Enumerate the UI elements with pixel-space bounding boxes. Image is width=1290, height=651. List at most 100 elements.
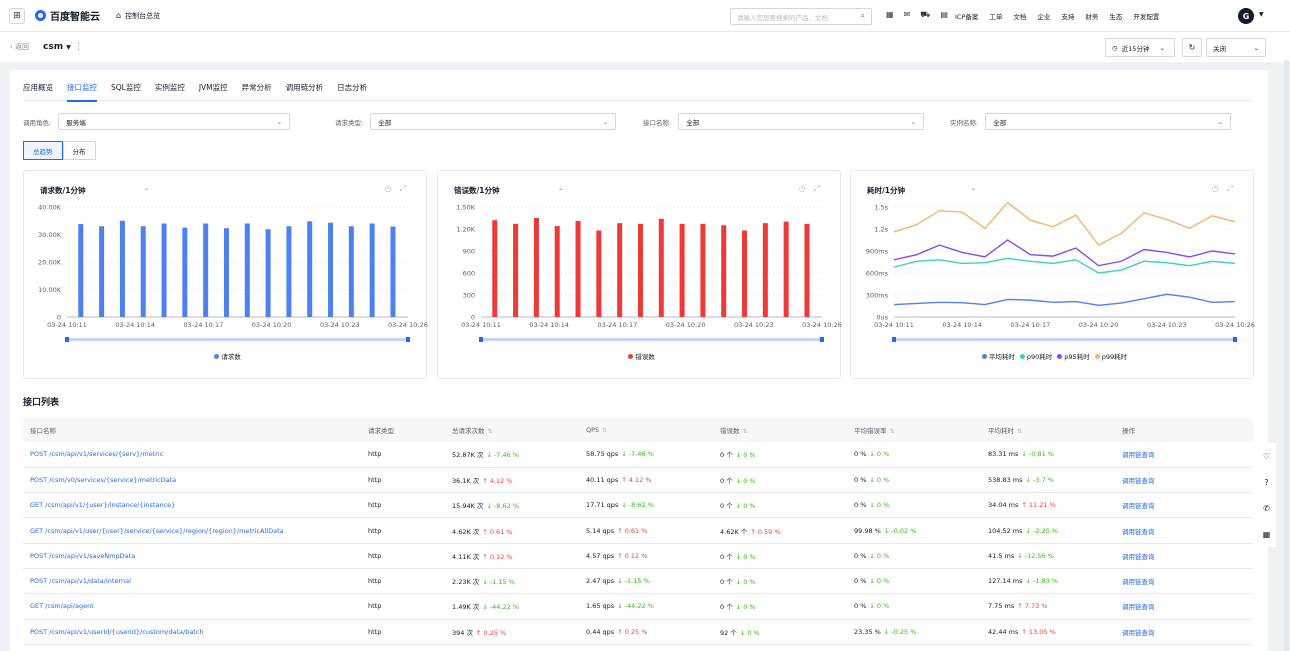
bar[interactable] bbox=[700, 223, 706, 317]
more-icon[interactable]: ⋮ bbox=[74, 42, 84, 52]
chevron-down-icon[interactable]: ⌄ bbox=[971, 185, 977, 192]
help-icon[interactable]: ? bbox=[1264, 477, 1269, 487]
tab-item[interactable]: 实例监控 bbox=[154, 83, 185, 92]
sort-icon[interactable]: ⇅ bbox=[487, 428, 493, 435]
bar[interactable] bbox=[513, 223, 519, 317]
console-home-link[interactable]: ⌂ 控制台总览 bbox=[116, 11, 160, 21]
bar[interactable] bbox=[182, 227, 188, 317]
bar[interactable] bbox=[307, 221, 313, 317]
legend-label[interactable]: p99耗时 bbox=[1101, 353, 1128, 361]
bar[interactable] bbox=[658, 218, 664, 317]
slider-handle[interactable] bbox=[820, 337, 824, 342]
trace-query-link[interactable]: 调用链查询 bbox=[1122, 552, 1155, 561]
brand-logo[interactable]: 百度智能云 bbox=[35, 8, 100, 23]
api-name-link-cell[interactable]: POST /csm/api/v1/services/{serv}/metric bbox=[23, 442, 361, 468]
tab-item[interactable]: 调用链分析 bbox=[285, 83, 324, 92]
tab-item[interactable]: SQL监控 bbox=[111, 83, 141, 92]
avatar[interactable]: G bbox=[1238, 8, 1254, 24]
chevron-down-icon[interactable]: ⌄ bbox=[558, 185, 564, 192]
heart-icon[interactable]: ♡ bbox=[1262, 451, 1271, 461]
bar[interactable] bbox=[119, 220, 125, 317]
phone-icon[interactable]: ✆ bbox=[1263, 503, 1270, 513]
sort-icon[interactable]: ⇅ bbox=[889, 428, 895, 435]
api-name-link[interactable]: POST /csm/api/v1/saveNmpData bbox=[30, 551, 136, 560]
topnav-item[interactable]: 工单 bbox=[989, 13, 1003, 21]
slider-handle[interactable] bbox=[406, 337, 410, 342]
trace-query-link[interactable]: 调用链查询 bbox=[1122, 451, 1155, 460]
toggle-distribution[interactable]: 分布 bbox=[62, 141, 96, 160]
scrollbar[interactable] bbox=[1284, 60, 1289, 651]
app-selector[interactable]: csm ▼ ⋮ bbox=[43, 42, 83, 52]
api-name-link[interactable]: GET /csm/api/v1/{user}/instance/{instanc… bbox=[30, 501, 176, 510]
trace-query-link-cell[interactable]: 调用链查询 bbox=[1115, 467, 1253, 494]
back-link[interactable]: ‹ 返回 bbox=[10, 43, 30, 51]
trace-query-link[interactable]: 调用链查询 bbox=[1122, 578, 1155, 587]
message-icon[interactable]: ✉ bbox=[903, 10, 911, 19]
series-line[interactable] bbox=[893, 293, 1236, 306]
column-header[interactable]: 平均耗时 ⇅ bbox=[981, 418, 1115, 442]
api-name-link[interactable]: GET /csm/api/v1/user/{user}/service/{ser… bbox=[30, 526, 284, 535]
bar[interactable] bbox=[244, 223, 250, 318]
bar[interactable] bbox=[348, 226, 354, 317]
tab-item[interactable]: 异常分析 bbox=[241, 83, 272, 92]
trace-query-link-cell[interactable]: 调用链查询 bbox=[1115, 543, 1253, 569]
api-name-link[interactable]: POST /csm/v0/services/{service}/metricDa… bbox=[30, 475, 177, 484]
column-header[interactable]: 总请求次数 ⇅ bbox=[445, 418, 579, 442]
bar[interactable] bbox=[575, 220, 581, 317]
topnav-item[interactable]: 企业 bbox=[1037, 13, 1051, 21]
series-line[interactable] bbox=[893, 201, 1236, 247]
api-name-link[interactable]: POST /csm/api/v1/userId/{userId}/custom/… bbox=[30, 627, 204, 636]
legend-label[interactable]: 错误数 bbox=[635, 353, 655, 361]
sort-icon[interactable]: ⇅ bbox=[602, 427, 608, 434]
trace-query-link[interactable]: 调用链查询 bbox=[1122, 502, 1155, 511]
bar[interactable] bbox=[762, 223, 768, 317]
slider-handle[interactable] bbox=[479, 337, 483, 342]
bar[interactable] bbox=[804, 223, 810, 317]
trace-query-link-cell[interactable]: 调用链查询 bbox=[1115, 593, 1253, 620]
api-name-link[interactable]: POST /csm/api/v1/data/internal bbox=[30, 577, 131, 586]
api-name-link-cell[interactable]: POST /csm/api/v1/data/internal bbox=[23, 568, 361, 595]
topnav-item[interactable]: 文档 bbox=[1013, 13, 1027, 21]
topnav-item[interactable]: 财务 bbox=[1085, 13, 1099, 21]
bar[interactable] bbox=[554, 226, 560, 317]
topnav-item[interactable]: 支持 bbox=[1061, 13, 1075, 21]
bar[interactable] bbox=[223, 228, 229, 317]
sort-icon[interactable]: ⇅ bbox=[742, 428, 748, 435]
trace-query-link-cell[interactable]: 调用链查询 bbox=[1115, 492, 1253, 519]
topnav-item[interactable]: ICP备案 bbox=[955, 13, 979, 21]
legend-label[interactable]: 请求数 bbox=[221, 353, 241, 361]
bar[interactable] bbox=[742, 230, 748, 317]
trace-query-link-cell[interactable]: 调用链查询 bbox=[1115, 619, 1253, 645]
topnav-item[interactable]: 开发配置 bbox=[1133, 13, 1160, 21]
column-header[interactable]: 平均错误率 ⇅ bbox=[847, 418, 981, 442]
request-type-select[interactable]: 全部 ⌄ bbox=[370, 113, 617, 130]
legend-label[interactable]: p90耗时 bbox=[1026, 353, 1053, 361]
qrcode-icon[interactable]: ▦ bbox=[886, 10, 894, 19]
trace-query-link[interactable]: 调用链查询 bbox=[1122, 527, 1155, 536]
search-input[interactable]: 请输入您想要搜索的产品、文档 ⌕ bbox=[730, 8, 872, 25]
api-name-select[interactable]: 全部 ⌄ bbox=[678, 113, 925, 130]
range-slider[interactable] bbox=[67, 338, 408, 341]
bar[interactable] bbox=[203, 223, 209, 318]
range-slider[interactable] bbox=[894, 338, 1235, 341]
cart-icon[interactable]: ⛟ bbox=[920, 10, 931, 19]
trace-query-link-cell[interactable]: 调用链查询 bbox=[1115, 517, 1253, 544]
apps-grid-icon[interactable]: ⊞ bbox=[9, 7, 25, 24]
legend-label[interactable]: p95耗时 bbox=[1064, 353, 1090, 361]
topnav-item[interactable]: 生态 bbox=[1109, 13, 1123, 21]
bar[interactable] bbox=[161, 223, 167, 318]
slider-handle[interactable] bbox=[892, 337, 896, 342]
trace-query-link[interactable]: 调用链查询 bbox=[1122, 603, 1155, 612]
bar[interactable] bbox=[286, 226, 292, 317]
bar[interactable] bbox=[617, 223, 623, 317]
bar[interactable] bbox=[390, 226, 396, 317]
trace-query-link-cell[interactable]: 调用链查询 bbox=[1115, 568, 1253, 595]
chevron-down-icon[interactable]: ▼ bbox=[1259, 11, 1264, 18]
bar[interactable] bbox=[328, 222, 334, 317]
toggle-trend[interactable]: 总趋势 bbox=[23, 141, 63, 160]
api-name-link-cell[interactable]: POST /csm/api/v1/saveNmpData bbox=[23, 543, 361, 569]
instance-select[interactable]: 全部 ⌄ bbox=[985, 113, 1232, 130]
slider-handle[interactable] bbox=[65, 337, 69, 342]
api-name-link-cell[interactable]: POST /csm/v0/services/{service}/metricDa… bbox=[23, 467, 361, 494]
bar[interactable] bbox=[783, 221, 789, 317]
